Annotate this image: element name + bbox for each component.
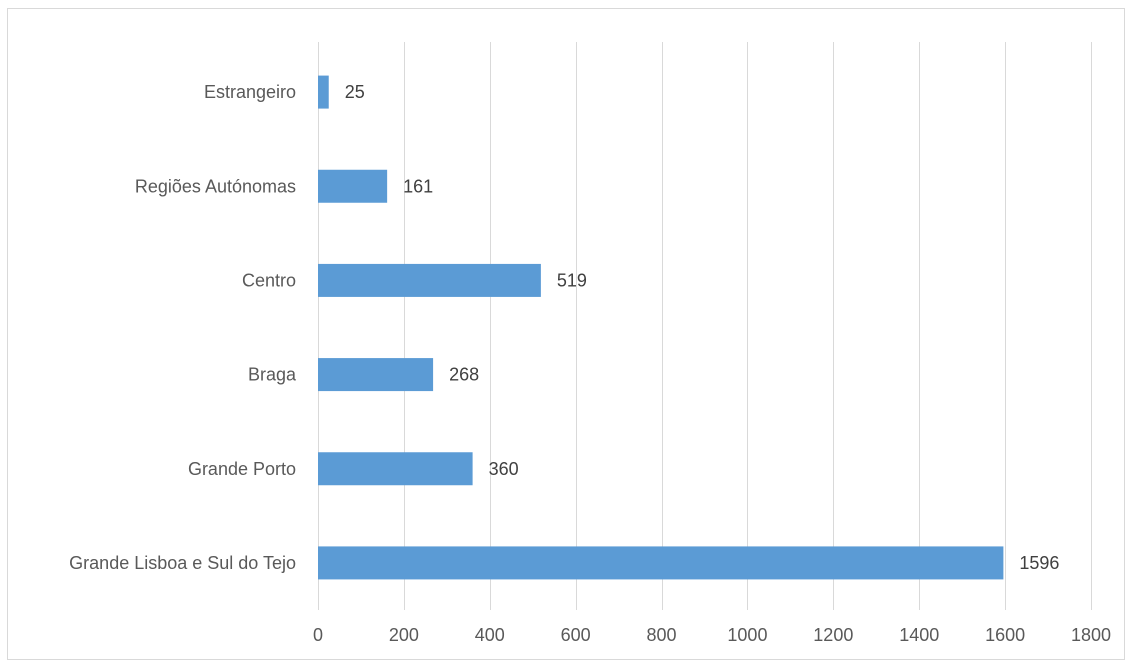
- x-tick-label: 200: [389, 625, 419, 645]
- x-tick-label: 1600: [985, 625, 1025, 645]
- x-tick-label: 1400: [899, 625, 939, 645]
- bar: [318, 75, 329, 109]
- bar: [318, 452, 473, 486]
- data-label: 268: [449, 365, 479, 385]
- x-tick-label: 600: [561, 625, 591, 645]
- x-tick-label: 1000: [727, 625, 767, 645]
- bar: [318, 358, 434, 392]
- bars: [318, 75, 1004, 580]
- bar: [318, 546, 1004, 580]
- x-tick-label: 800: [647, 625, 677, 645]
- x-axis-tick-labels: 0 200 400 600 800 1000 1200 1400 1600 1800: [313, 625, 1111, 645]
- data-label: 25: [345, 82, 365, 102]
- category-label: Regiões Autónomas: [135, 176, 296, 196]
- data-label: 161: [403, 176, 433, 196]
- category-label: Estrangeiro: [204, 82, 296, 102]
- category-label: Braga: [248, 365, 297, 385]
- data-label: 1596: [1019, 553, 1059, 573]
- x-tick-label: 1200: [813, 625, 853, 645]
- category-labels: Grande Lisboa e Sul do Tejo Grande Porto B…: [69, 82, 297, 573]
- gridlines: [318, 42, 1092, 610]
- category-label: Grande Lisboa e Sul do Tejo: [69, 553, 296, 573]
- x-tick-label: 1800: [1071, 625, 1111, 645]
- x-tick-label: 0: [313, 625, 323, 645]
- x-tick-label: 400: [475, 625, 505, 645]
- category-label: Centro: [242, 270, 296, 290]
- bar: [318, 263, 541, 297]
- data-label: 519: [557, 270, 587, 290]
- category-label: Grande Porto: [188, 459, 296, 479]
- data-label: 360: [489, 459, 519, 479]
- bar: [318, 169, 388, 203]
- data-labels: 1596 360 268 519 161 25: [345, 82, 1060, 573]
